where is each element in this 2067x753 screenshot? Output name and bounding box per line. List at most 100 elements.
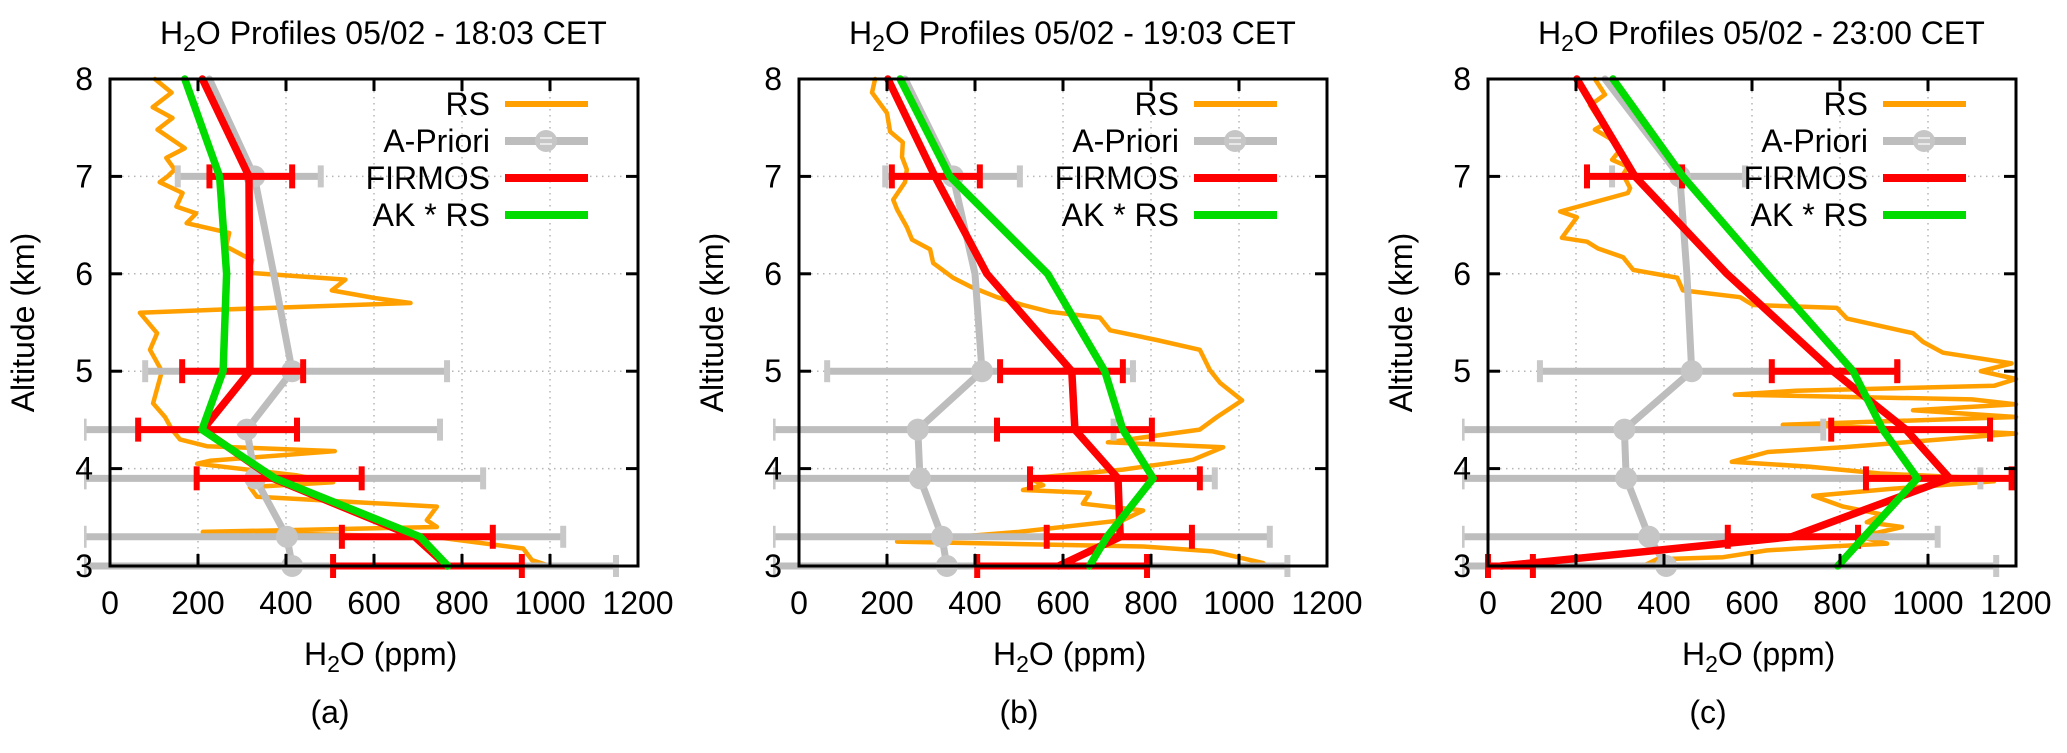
panel-title: H2O Profiles 05/02 - 18:03 CET	[160, 15, 607, 56]
x-tick-label: 800	[435, 585, 488, 621]
y-tick-label: 3	[75, 548, 93, 584]
y-tick-label: 7	[1453, 158, 1471, 194]
x-tick-label: 400	[948, 585, 1001, 621]
x-axis-label: H2O (ppm)	[304, 636, 457, 677]
legend-label-akrs: AK * RS	[1062, 197, 1179, 233]
x-tick-label: 400	[1637, 585, 1690, 621]
x-tick-label: 600	[347, 585, 400, 621]
y-axis-label: Altitude (km)	[5, 233, 41, 413]
axis-labels: 0 200 400 600 800 1000 1200 3 4 5 6 7 8	[764, 61, 1362, 621]
axis-ticks	[108, 77, 640, 568]
legend-label-firmos: FIRMOS	[1744, 160, 1868, 196]
axis-labels: 0 200 400 600 800 1000 1200 3 4 5 6 7 8	[1453, 61, 2051, 621]
y-tick-label: 8	[75, 61, 93, 97]
legend-marker-apriori	[1224, 130, 1246, 152]
plot-area	[1462, 75, 2019, 578]
legend-marker-apriori	[1913, 130, 1935, 152]
y-tick-label: 7	[764, 158, 782, 194]
apriori-line	[901, 75, 986, 570]
x-tick-label: 600	[1725, 585, 1778, 621]
x-tick-label: 1200	[1291, 585, 1362, 621]
y-tick-label: 6	[75, 256, 93, 292]
x-tick-label: 800	[1813, 585, 1866, 621]
y-tick-label: 6	[764, 256, 782, 292]
x-tick-label: 200	[860, 585, 913, 621]
panel-title: H2O Profiles 05/02 - 19:03 CET	[849, 15, 1296, 56]
y-axis-label: Altitude (km)	[694, 233, 730, 413]
series-akrs	[181, 75, 452, 570]
series-akrs	[1609, 75, 1922, 570]
y-tick-label: 4	[75, 451, 93, 487]
legend-label-firmos: FIRMOS	[366, 160, 490, 196]
legend-label-akrs: AK * RS	[373, 197, 490, 233]
x-tick-label: 0	[1479, 585, 1497, 621]
x-tick-label: 200	[171, 585, 224, 621]
y-tick-label: 8	[1453, 61, 1471, 97]
y-tick-label: 6	[1453, 256, 1471, 292]
series-firmos	[1485, 75, 2015, 578]
plot-area	[84, 75, 619, 578]
legend-marker-apriori	[535, 130, 557, 152]
apriori-marker	[1638, 525, 1661, 548]
apriori-marker	[1615, 467, 1638, 490]
apriori-marker	[1613, 418, 1636, 441]
y-tick-label: 4	[1453, 451, 1471, 487]
apriori-line	[205, 75, 296, 570]
x-axis-label: H2O (ppm)	[993, 636, 1146, 677]
legend-label-rs: RS	[1824, 86, 1868, 122]
x-tick-label: 600	[1036, 585, 1089, 621]
legend-label-akrs: AK * RS	[1751, 197, 1868, 233]
y-tick-label: 5	[1453, 353, 1471, 389]
legend-label-rs: RS	[1135, 86, 1179, 122]
panel-caption: (a)	[310, 694, 349, 730]
x-tick-label: 400	[259, 585, 312, 621]
legend-label-rs: RS	[446, 86, 490, 122]
axis-ticks	[1486, 77, 2018, 568]
apriori-marker	[931, 525, 953, 548]
panel-chart-a: 0 200 400 600 800 1000 1200 3 4 5 6 7 8 H2O Profiles …	[5, 15, 674, 730]
panel-caption: (c)	[1689, 694, 1726, 730]
apriori-marker	[971, 360, 994, 383]
grid	[110, 79, 638, 566]
series-akrs	[896, 75, 1157, 570]
x-tick-label: 1000	[1892, 585, 1963, 621]
y-tick-label: 5	[764, 353, 782, 389]
y-tick-label: 3	[764, 548, 782, 584]
y-tick-label: 3	[1453, 548, 1471, 584]
x-tick-label: 1000	[1203, 585, 1274, 621]
y-tick-label: 5	[75, 353, 93, 389]
apriori-marker	[275, 525, 298, 548]
plot-area	[773, 75, 1291, 578]
apriori-marker	[1680, 360, 1703, 383]
y-tick-label: 8	[764, 61, 782, 97]
x-axis-label: H2O (ppm)	[1682, 636, 1835, 677]
y-tick-label: 4	[764, 451, 782, 487]
panel-caption: (b)	[999, 694, 1038, 730]
legend-label-apriori: A-Priori	[1761, 123, 1868, 159]
x-tick-label: 200	[1549, 585, 1602, 621]
firmos-line	[1497, 75, 1954, 570]
firmos-line	[884, 75, 1124, 570]
legend-label-apriori: A-Priori	[1072, 123, 1179, 159]
grid	[1488, 79, 2016, 566]
x-tick-label: 0	[790, 585, 808, 621]
x-tick-label: 800	[1124, 585, 1177, 621]
series-apriori	[1462, 75, 2000, 577]
legend-label-firmos: FIRMOS	[1055, 160, 1179, 196]
series-rs	[869, 76, 1269, 569]
apriori-marker	[909, 467, 931, 490]
x-tick-label: 0	[101, 585, 119, 621]
axis-labels: 0 200 400 600 800 1000 1200 3 4 5 6 7 8	[75, 61, 673, 621]
panel-chart-b: 0 200 400 600 800 1000 1200 3 4 5 6 7 8 H2O Profiles …	[694, 15, 1363, 730]
panel-title: H2O Profiles 05/02 - 23:00 CET	[1538, 15, 1985, 56]
apriori-marker	[906, 418, 929, 441]
legend-label-apriori: A-Priori	[383, 123, 490, 159]
y-tick-label: 7	[75, 158, 93, 194]
x-tick-label: 1000	[514, 585, 585, 621]
axis-ticks	[797, 77, 1329, 568]
x-tick-label: 1200	[602, 585, 673, 621]
